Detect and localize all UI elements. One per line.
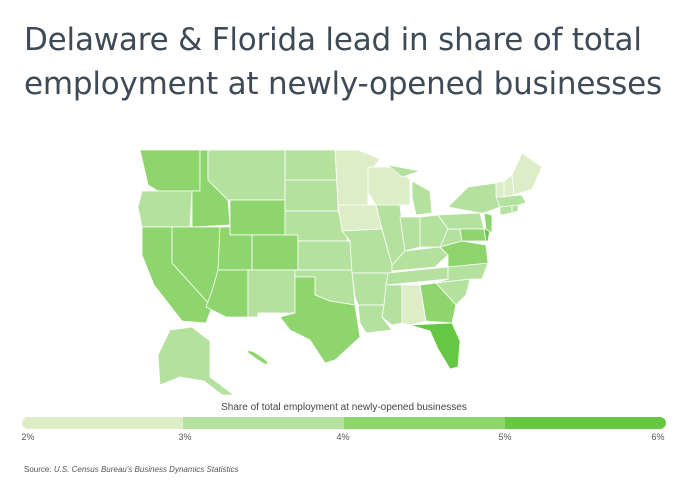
state-md — [459, 228, 487, 242]
state-wa — [139, 149, 201, 192]
legend-tick-5: 5% — [498, 432, 512, 442]
state-sd — [284, 179, 339, 212]
state-ia — [337, 204, 383, 232]
legend-bin-3 — [344, 417, 505, 429]
state-ri — [511, 204, 519, 214]
state-ms — [381, 284, 403, 326]
state-co — [251, 234, 299, 271]
state-ar — [351, 272, 389, 306]
state-ak — [157, 326, 235, 396]
chart-title: Delaware & Florida lead in share of tota… — [24, 22, 662, 102]
source-text: U.S. Census Bureau's Business Dynamics S… — [53, 465, 239, 474]
source-label: Source: — [24, 465, 52, 474]
state-me — [511, 152, 543, 196]
state-or — [137, 190, 193, 228]
legend-tick-3: 3% — [178, 432, 192, 442]
legend-bin-1 — [22, 417, 183, 429]
state-nj — [483, 212, 493, 234]
state-hi — [247, 349, 269, 366]
legend-title: Share of total employment at newly-opene… — [221, 402, 467, 413]
us-choropleth-map — [137, 149, 543, 396]
legend-tick-4: 4% — [336, 432, 350, 442]
state-ma — [495, 194, 527, 208]
state-fl — [409, 322, 461, 370]
state-vt — [495, 180, 505, 198]
legend-bin-4 — [505, 417, 666, 429]
state-ks — [297, 240, 353, 271]
legend-bin-2 — [183, 417, 344, 429]
state-nm — [247, 269, 296, 318]
state-tx — [279, 276, 361, 364]
state-ny — [447, 182, 501, 214]
state-mi — [387, 164, 433, 216]
legend-tick-6: 6% — [651, 432, 665, 442]
legend-color-scale — [22, 417, 666, 429]
source-note: Source: U.S. Census Bureau's Business Dy… — [24, 465, 239, 474]
state-al — [401, 284, 427, 326]
state-nd — [284, 149, 338, 181]
legend-tick-2: 2% — [21, 432, 35, 442]
state-wy — [229, 199, 286, 236]
state-ga — [419, 282, 457, 324]
